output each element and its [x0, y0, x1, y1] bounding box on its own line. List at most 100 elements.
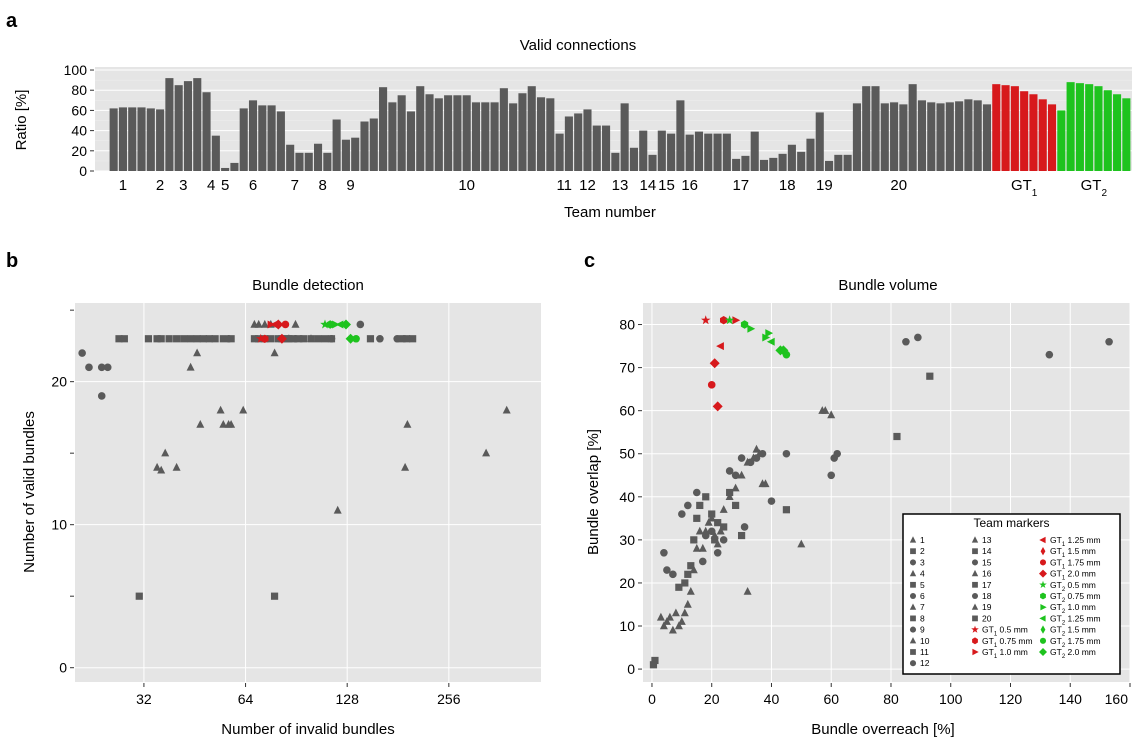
y-tick-label: 20	[71, 143, 87, 159]
point	[341, 319, 351, 330]
point	[335, 320, 344, 329]
bar	[462, 95, 471, 171]
bar	[128, 107, 137, 171]
point	[696, 501, 704, 510]
legend-marker	[1039, 536, 1046, 544]
point	[115, 335, 123, 343]
legend-label: 19	[982, 602, 992, 612]
legend-label: 15	[982, 557, 992, 567]
point	[193, 335, 201, 343]
bar	[667, 133, 676, 171]
legend-label: 13	[982, 535, 992, 545]
point	[711, 536, 719, 544]
point	[345, 333, 356, 344]
bar	[406, 111, 415, 171]
x-tick-label: 32	[136, 691, 152, 707]
bar	[722, 133, 731, 171]
point	[782, 350, 791, 359]
x-tick-label: 140	[1059, 691, 1083, 707]
bar	[481, 102, 490, 171]
x-tick-label: 4	[207, 177, 215, 194]
point	[281, 320, 290, 329]
point	[710, 531, 719, 539]
panel-c-title: Bundle volume	[838, 277, 937, 294]
point	[671, 608, 680, 617]
bar	[1085, 84, 1094, 171]
bar	[1001, 85, 1010, 171]
point	[720, 316, 728, 325]
x-tick-label: 80	[883, 691, 899, 707]
bar	[425, 94, 434, 171]
bar	[202, 92, 211, 171]
point	[216, 405, 225, 414]
bar	[193, 78, 202, 171]
legend-label: 14	[982, 546, 992, 556]
bar	[611, 152, 620, 171]
point	[714, 519, 722, 527]
point	[762, 333, 771, 342]
point	[746, 458, 755, 467]
legend-marker	[971, 559, 979, 566]
point	[135, 592, 143, 600]
point	[227, 420, 236, 428]
point	[740, 320, 749, 329]
x-tick-label: 128	[336, 691, 360, 707]
point	[409, 335, 417, 343]
panel-a-bars	[109, 78, 1131, 171]
y-tick-label: 20	[619, 575, 635, 591]
point	[707, 513, 716, 522]
point	[172, 462, 181, 471]
panel-b-label: b	[6, 250, 18, 272]
point	[333, 505, 342, 514]
point	[482, 448, 491, 457]
point	[273, 319, 284, 330]
bar	[258, 105, 267, 171]
point	[725, 467, 734, 475]
x-tick-label: 160	[1105, 691, 1129, 707]
bar	[156, 109, 165, 171]
point	[376, 334, 384, 343]
legend-label: 8	[920, 613, 925, 623]
bar	[908, 84, 917, 171]
bar	[165, 78, 174, 171]
bar	[1029, 94, 1038, 171]
legend-marker	[1040, 592, 1046, 600]
legend-label: 11	[920, 647, 929, 657]
bar	[704, 133, 713, 171]
legend-marker	[1039, 580, 1047, 588]
bar	[379, 87, 388, 171]
legend-label: 7	[920, 602, 925, 612]
point	[725, 492, 734, 500]
bar	[825, 160, 834, 171]
y-tick-label: 100	[64, 62, 88, 78]
bar	[732, 158, 741, 171]
x-tick-label: 16	[681, 177, 698, 194]
point	[227, 335, 235, 343]
legend-label: 18	[982, 591, 992, 601]
y-tick-label: 70	[619, 360, 635, 376]
point	[199, 335, 207, 343]
x-tick-label: 11	[556, 177, 572, 194]
point	[713, 539, 722, 548]
legend-marker	[1040, 625, 1046, 634]
point	[502, 405, 511, 414]
point	[752, 454, 761, 462]
legend-label: GT2 1.0 mm	[1050, 602, 1096, 615]
bar	[1094, 86, 1103, 171]
point	[403, 420, 412, 428]
point	[690, 536, 698, 544]
legend-marker	[909, 660, 917, 667]
bar	[1047, 104, 1057, 171]
bar	[286, 144, 295, 171]
x-tick-label: 19	[816, 177, 833, 194]
point	[97, 363, 106, 372]
point	[926, 372, 934, 380]
bar	[332, 119, 341, 171]
legend-marker	[1040, 604, 1047, 611]
legend-marker	[1039, 615, 1046, 622]
x-tick-label: 12	[579, 177, 596, 194]
bar	[248, 100, 258, 171]
bar	[1122, 98, 1131, 171]
point	[712, 401, 723, 412]
